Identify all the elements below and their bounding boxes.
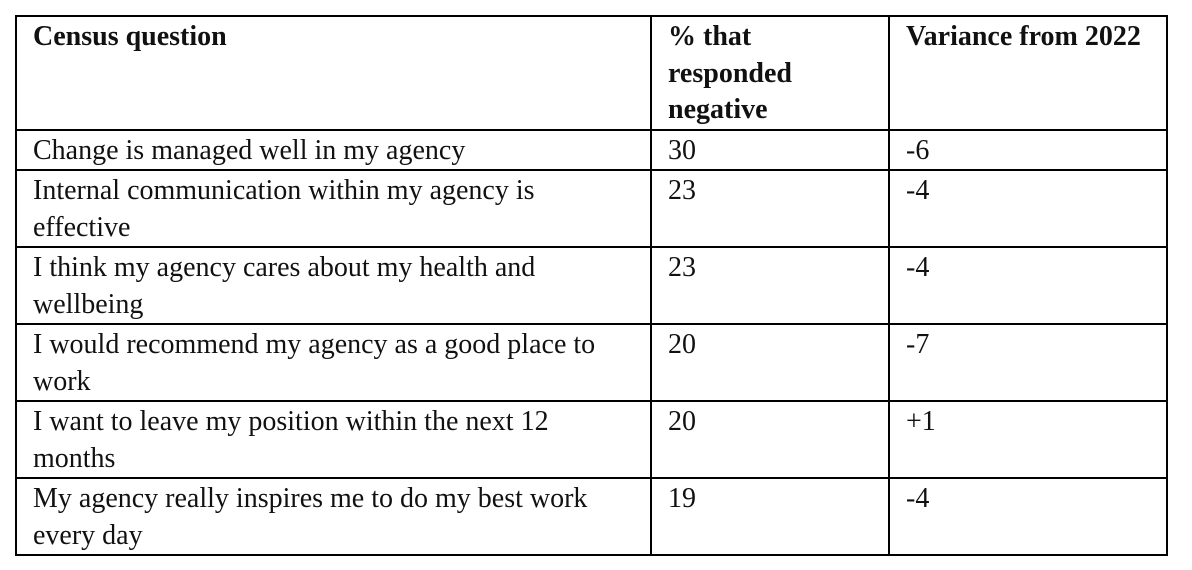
table-head: Census question % that responded negativ…: [15, 15, 1168, 131]
table-cell: -6: [888, 128, 1168, 171]
header-row: Census question % that responded negativ…: [15, 15, 1168, 131]
table-cell: 23: [650, 169, 890, 248]
table-cell: I think my agency cares about my health …: [15, 246, 652, 325]
table-cell: -4: [888, 169, 1168, 248]
table-cell: I would recommend my agency as a good pl…: [15, 323, 652, 402]
table-cell: 30: [650, 128, 890, 171]
table-cell: 19: [650, 477, 890, 556]
table-body: Change is managed well in my agency 30 -6 I…: [15, 128, 1168, 556]
table-cell: 23: [650, 246, 890, 325]
header-cell: Variance from 2022: [888, 15, 1168, 131]
table-row: Internal communication within my agency …: [15, 169, 1168, 248]
table-cell: +1: [888, 400, 1168, 479]
table-cell: I want to leave my position within the n…: [15, 400, 652, 479]
table-row: I would recommend my agency as a good pl…: [15, 323, 1168, 402]
table-row: Change is managed well in my agency 30 -6: [15, 128, 1168, 171]
header-cell: % that responded negative: [650, 15, 890, 131]
table-row: My agency really inspires me to do my be…: [15, 477, 1168, 556]
table-cell: -4: [888, 246, 1168, 325]
table-cell: Internal communication within my agency …: [15, 169, 652, 248]
table-row: I want to leave my position within the n…: [15, 400, 1168, 479]
table-cell: -7: [888, 323, 1168, 402]
table-cell: 20: [650, 323, 890, 402]
table-cell: My agency really inspires me to do my be…: [15, 477, 652, 556]
table-cell: Change is managed well in my agency: [15, 128, 652, 171]
table-cell: 20: [650, 400, 890, 479]
table-row: I think my agency cares about my health …: [15, 246, 1168, 325]
table-cell: -4: [888, 477, 1168, 556]
header-cell: Census question: [15, 15, 652, 131]
data-table: Census question % that responded negativ…: [15, 15, 1168, 556]
